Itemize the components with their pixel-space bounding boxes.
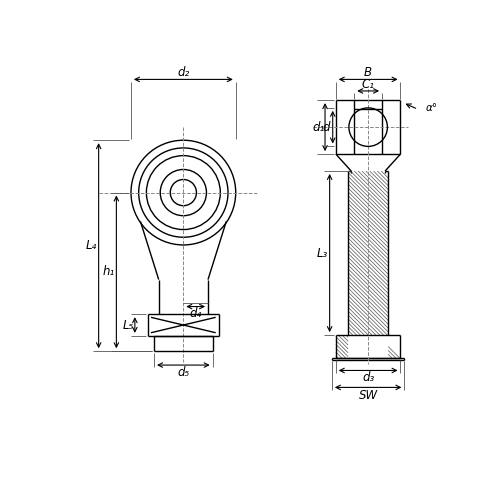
Text: L₃: L₃ (316, 246, 327, 259)
Text: α°: α° (425, 103, 437, 113)
Text: L₄: L₄ (85, 239, 96, 252)
Text: d₄: d₄ (189, 307, 201, 320)
Text: d₁: d₁ (311, 120, 324, 134)
Text: d₃: d₃ (361, 371, 374, 384)
Text: SW: SW (358, 388, 377, 402)
Text: L₅: L₅ (123, 319, 134, 332)
Text: B: B (363, 66, 371, 79)
Text: d₂: d₂ (177, 66, 189, 79)
Text: h₁: h₁ (102, 266, 115, 279)
Text: C₁: C₁ (361, 78, 374, 91)
Text: d: d (322, 120, 330, 134)
Text: d₅: d₅ (177, 366, 189, 379)
